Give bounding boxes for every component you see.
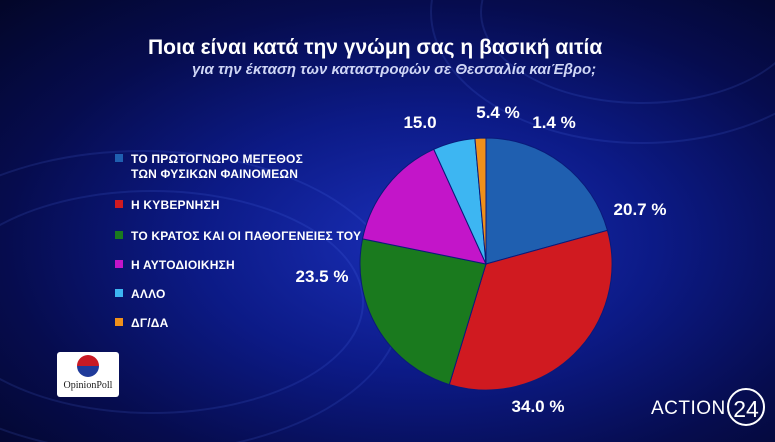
- pie-slice: [485, 137, 609, 265]
- pie-slice: [361, 148, 487, 265]
- chart-title: Ποια είναι κατά την γνώμη σας η βασική α…: [148, 36, 603, 59]
- legend-label: ΤΟ ΠΡΩΤΟΓΝΩΡΟ ΜΕΓΕΘΟΣ ΤΩΝ ΦΥΣΙΚΩΝ ΦΑΙΝΟΜ…: [131, 152, 303, 181]
- opinion-poll-logo: OpinionPoll: [57, 352, 119, 397]
- pie-slice: [474, 137, 487, 265]
- logo-circle-icon: [77, 355, 99, 377]
- slice-value-label: 5.4 %: [476, 103, 519, 122]
- legend-label: ΤΟ ΚΡΑΤΟΣ ΚΑΙ ΟΙ ΠΑΘΟΓΕΝΕΙΕΣ ΤΟΥ: [131, 229, 362, 243]
- legend-label: ΔΓ/ΔΑ: [131, 316, 169, 330]
- legend-swatch: [115, 318, 123, 326]
- legend-swatch: [115, 231, 123, 239]
- legend-label: Η ΑΥΤΟΔΙΟΙΚΗΣΗ: [131, 258, 235, 272]
- slice-value-label: 23.5 %: [296, 267, 349, 286]
- channel-brand-number: 24: [727, 388, 765, 426]
- legend-swatch: [115, 154, 123, 162]
- channel-brand-text: ACTION: [651, 398, 726, 419]
- legend-label: Η ΚΥΒΕΡΝΗΣΗ: [131, 198, 220, 212]
- legend-swatch: [115, 260, 123, 268]
- pie-slice: [359, 238, 487, 386]
- legend-swatch: [115, 200, 123, 208]
- logo-text: OpinionPoll: [63, 380, 113, 391]
- legend-label: ΑΛΛΟ: [131, 287, 166, 301]
- legend-swatch: [115, 289, 123, 297]
- chart-subtitle: για την έκταση των καταστροφών σε Θεσσαλ…: [192, 61, 597, 78]
- slice-value-label: 1.4 %: [532, 113, 575, 132]
- pie-slice: [448, 229, 613, 391]
- slice-value-label: 15.0: [403, 113, 436, 132]
- slice-value-label: 34.0 %: [512, 397, 565, 416]
- slice-value-label: 20.7 %: [614, 200, 667, 219]
